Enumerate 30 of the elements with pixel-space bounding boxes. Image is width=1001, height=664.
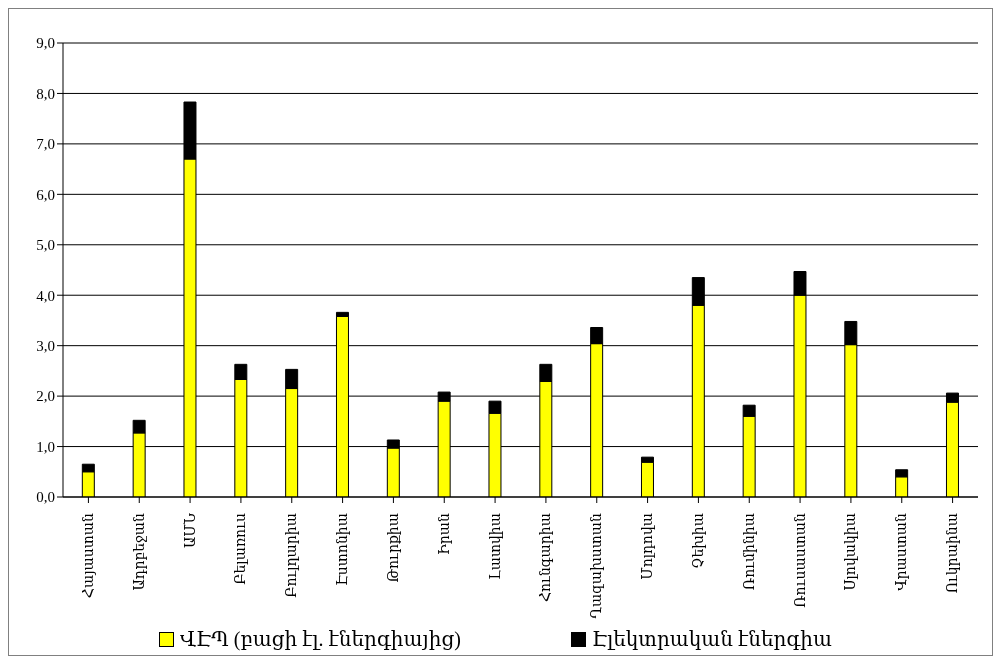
- x-tick-label: Վրաստան: [894, 512, 910, 591]
- x-tick-label: Ղազախստան: [589, 512, 605, 619]
- x-tick-label: Հայաստան: [80, 512, 96, 599]
- y-tick-label: 5,0: [36, 237, 55, 254]
- y-tick-label: 7,0: [36, 136, 55, 153]
- x-tick-label: Թուրքիա: [385, 513, 401, 583]
- x-tick-label: Ուկրաինա: [945, 513, 961, 594]
- x-tick-label: Ռուսաստան: [792, 512, 808, 608]
- y-tick-label: 4,0: [36, 287, 55, 304]
- x-tick-label: Էստոնիա: [335, 513, 351, 586]
- x-tick-label: Սլովակիա: [843, 513, 859, 591]
- y-tick-label: 1,0: [36, 438, 55, 455]
- x-tick-label: Իրան: [436, 512, 452, 556]
- y-tick-label: 2,0: [36, 388, 55, 405]
- x-tick-label: Ռումինիա: [741, 513, 757, 591]
- legend-label: Էլեկտրական էներգիա: [591, 627, 832, 651]
- y-tick-label: 8,0: [36, 85, 55, 102]
- legend-label: ՎԷՊ (բացի էլ. էներգիայից): [180, 627, 461, 651]
- x-tick-label: ԱՄՆ: [182, 513, 198, 549]
- y-tick-label: 6,0: [36, 186, 55, 203]
- x-tick-label: Բուլղարիա: [284, 513, 300, 598]
- y-tick-label: 0,0: [36, 489, 55, 506]
- x-tick-label: Մոլդովա: [640, 513, 656, 580]
- x-tick-label: Հունգարիա: [538, 513, 554, 603]
- x-tick-label: Լատվիա: [487, 513, 503, 580]
- x-tick-label: Ադրբեջան: [131, 512, 147, 591]
- y-tick-label: 3,0: [36, 337, 55, 354]
- y-tick-label: 9,0: [36, 35, 55, 52]
- x-tick-label: Չեխիա: [690, 513, 706, 569]
- x-tick-label: Բելառուս: [233, 513, 249, 585]
